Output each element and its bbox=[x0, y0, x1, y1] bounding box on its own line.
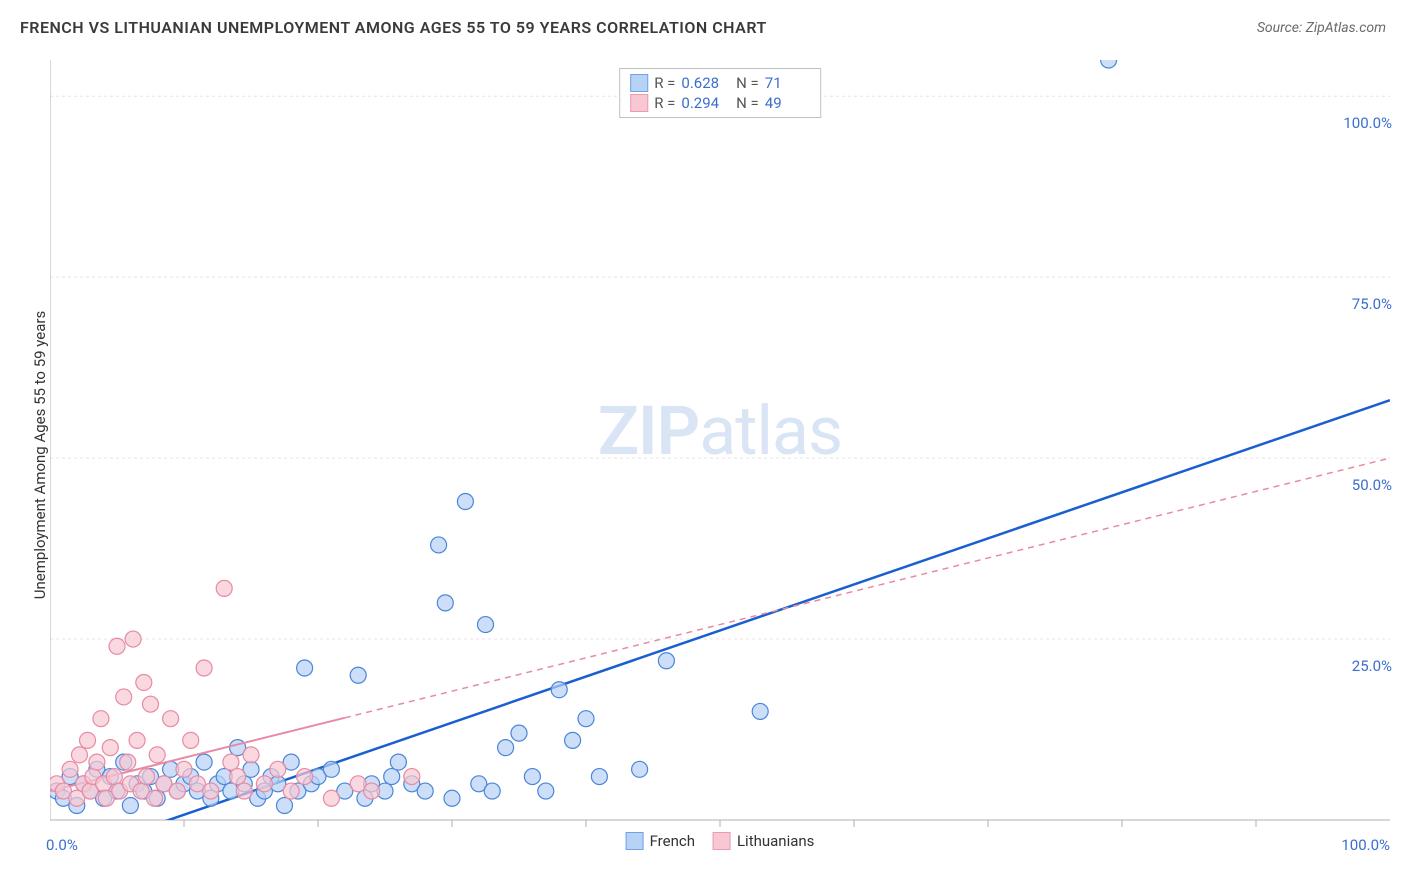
swatch-icon bbox=[626, 832, 644, 850]
swatch-icon bbox=[630, 74, 648, 92]
x-tick-label: 0.0% bbox=[46, 836, 78, 854]
stats-n-label: N = bbox=[732, 94, 758, 112]
y-tick-label: 100.0% bbox=[1343, 114, 1392, 132]
source-label: Source: ZipAtlas.com bbox=[1257, 20, 1386, 36]
y-axis-label: Unemployment Among Ages 55 to 59 years bbox=[31, 311, 49, 599]
scatter-chart bbox=[50, 60, 1390, 850]
stats-r-label: R = bbox=[654, 74, 675, 92]
stats-row-lithuanians: R = 0.294 N = 49 bbox=[630, 93, 810, 113]
legend-item-lithuanians: Lithuanians bbox=[713, 832, 814, 850]
stats-n-value: 49 bbox=[765, 94, 810, 112]
x-tick-label: 100.0% bbox=[1341, 836, 1390, 854]
swatch-icon bbox=[713, 832, 731, 850]
header: FRENCH VS LITHUANIAN UNEMPLOYMENT AMONG … bbox=[20, 18, 1386, 37]
stats-r-label: R = bbox=[654, 94, 675, 112]
y-tick-label: 50.0% bbox=[1352, 476, 1392, 494]
stats-row-french: R = 0.628 N = 71 bbox=[630, 73, 810, 93]
legend-label: Lithuanians bbox=[737, 832, 814, 850]
y-tick-label: 25.0% bbox=[1352, 657, 1392, 675]
swatch-icon bbox=[630, 94, 648, 112]
chart-area: Unemployment Among Ages 55 to 59 years Z… bbox=[50, 60, 1390, 850]
legend-item-french: French bbox=[626, 832, 695, 850]
legend-label: French bbox=[650, 832, 695, 850]
stats-n-value: 71 bbox=[765, 74, 810, 92]
legend: French Lithuanians bbox=[626, 832, 815, 850]
y-tick-label: 75.0% bbox=[1352, 295, 1392, 313]
stats-r-value: 0.294 bbox=[681, 94, 726, 112]
chart-title: FRENCH VS LITHUANIAN UNEMPLOYMENT AMONG … bbox=[20, 18, 767, 37]
stats-r-value: 0.628 bbox=[681, 74, 726, 92]
stats-box: R = 0.628 N = 71 R = 0.294 N = 49 bbox=[619, 68, 821, 118]
stats-n-label: N = bbox=[732, 74, 758, 92]
